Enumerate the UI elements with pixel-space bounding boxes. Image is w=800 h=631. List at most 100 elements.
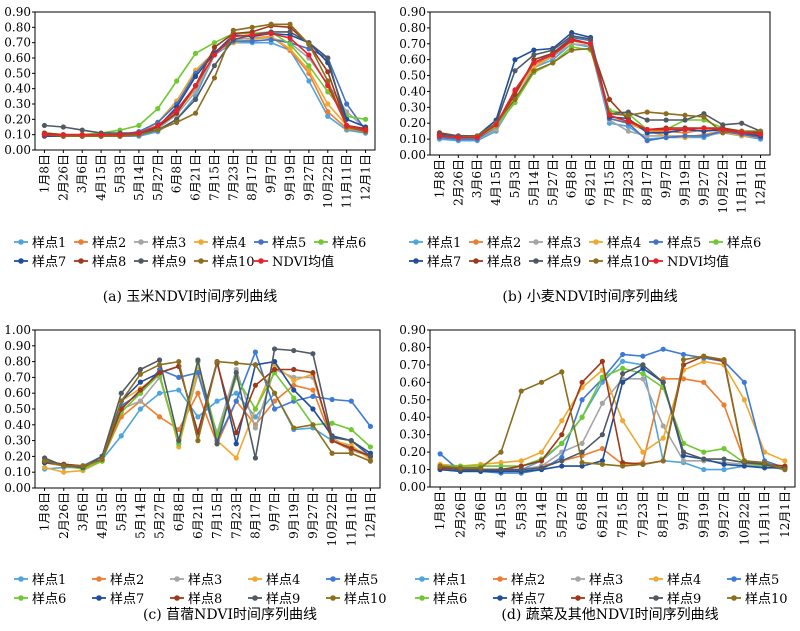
data-point <box>720 122 726 128</box>
data-point <box>761 459 768 466</box>
data-point <box>518 458 524 464</box>
data-point <box>640 449 646 455</box>
data-point <box>721 446 727 452</box>
data-point <box>559 458 565 464</box>
data-point <box>60 124 66 130</box>
data-point <box>531 68 537 74</box>
data-point <box>625 119 631 125</box>
x-tick-label: 7月23日 <box>226 154 240 201</box>
data-point <box>287 21 293 27</box>
legend-marker <box>653 239 659 245</box>
chart-panel-a: 0.000.10 0.200.300.40 0.500.600.70 0.800.90… <box>4 5 376 305</box>
y-tick-label: 0.20 <box>399 116 426 130</box>
data-point <box>741 379 747 385</box>
y-tick-label: 0.80 <box>399 21 426 35</box>
x-tick-label: 12月1日 <box>363 492 377 539</box>
legend-label: 样点3 <box>188 573 222 588</box>
legend-label: 样点9 <box>547 255 581 270</box>
data-point <box>531 47 537 53</box>
y-tick-label: 0.90 <box>399 323 426 337</box>
legend-label: 样点2 <box>110 573 144 588</box>
legend-marker <box>653 595 659 601</box>
x-tick-label: 7月15日 <box>602 159 616 206</box>
series-line <box>44 38 367 137</box>
data-point <box>559 440 565 446</box>
series-10 <box>41 21 369 139</box>
data-point <box>252 406 259 412</box>
data-point <box>640 353 646 359</box>
data-point <box>268 21 274 27</box>
data-point <box>174 119 180 125</box>
data-point <box>156 362 163 368</box>
y-tick-label: 0.00 <box>399 480 426 494</box>
data-point <box>367 423 374 429</box>
series-line <box>440 367 785 469</box>
data-point <box>192 89 199 95</box>
data-point <box>291 377 297 384</box>
data-point <box>41 122 48 129</box>
data-point <box>137 379 144 385</box>
legend-marker <box>174 576 180 582</box>
legend-marker <box>713 239 719 245</box>
legend-label: 样点2 <box>511 573 545 588</box>
legend-marker <box>174 595 180 601</box>
data-point <box>155 106 161 112</box>
data-point <box>518 466 524 473</box>
data-point <box>195 390 201 396</box>
data-point <box>118 433 124 439</box>
legend-label: 样点9 <box>266 592 300 607</box>
x-tick-label: 9月7日 <box>268 492 282 531</box>
x-tick-label: 4月15日 <box>95 492 109 539</box>
data-point <box>538 458 545 464</box>
legend-label: 样点7 <box>511 592 545 607</box>
chart-caption: (c) 苜蓿NDVI时间序列曲线 <box>143 606 317 623</box>
y-tick-label: 0.70 <box>4 36 31 50</box>
x-tick-label: 5月14日 <box>132 154 146 201</box>
x-tick-label: 9月27日 <box>302 154 316 201</box>
data-point <box>136 122 142 129</box>
data-point <box>579 397 585 403</box>
data-point <box>249 24 255 30</box>
x-tick-label: 1月8日 <box>37 154 51 193</box>
data-point <box>367 458 374 464</box>
data-point <box>680 458 687 464</box>
x-tick-label: 3月6日 <box>470 159 484 198</box>
data-point <box>252 382 259 388</box>
data-point <box>176 359 182 365</box>
data-point <box>268 30 274 37</box>
series-line <box>439 47 761 139</box>
data-point <box>701 466 707 473</box>
x-tick-label: 6月21日 <box>191 492 205 539</box>
data-point <box>233 430 239 436</box>
data-point <box>474 134 480 141</box>
legend-label: 样点8 <box>188 592 222 607</box>
data-point <box>498 466 504 473</box>
data-point <box>233 360 239 366</box>
legend-marker <box>419 576 425 582</box>
data-point <box>620 365 626 371</box>
series-line <box>439 363 786 471</box>
legend-marker <box>138 258 144 264</box>
data-point <box>579 414 585 420</box>
legend-label: 样点10 <box>745 592 788 607</box>
x-tick-label: 7月15日 <box>210 492 224 539</box>
x-tick-label: 3月6日 <box>76 492 90 531</box>
data-point <box>701 114 707 120</box>
data-point <box>721 402 727 408</box>
legend-marker <box>473 239 479 245</box>
data-point <box>155 122 161 129</box>
x-tick-label: 9月19日 <box>678 159 692 206</box>
data-point <box>663 117 669 123</box>
data-point <box>195 438 201 444</box>
data-point <box>287 41 293 47</box>
data-point <box>136 130 142 136</box>
data-point <box>249 38 255 44</box>
data-point <box>61 463 67 469</box>
data-point <box>137 398 144 404</box>
data-point <box>367 453 374 459</box>
data-point <box>512 87 518 93</box>
data-point <box>579 459 585 466</box>
legend-marker <box>96 576 102 582</box>
data-point <box>306 52 312 58</box>
